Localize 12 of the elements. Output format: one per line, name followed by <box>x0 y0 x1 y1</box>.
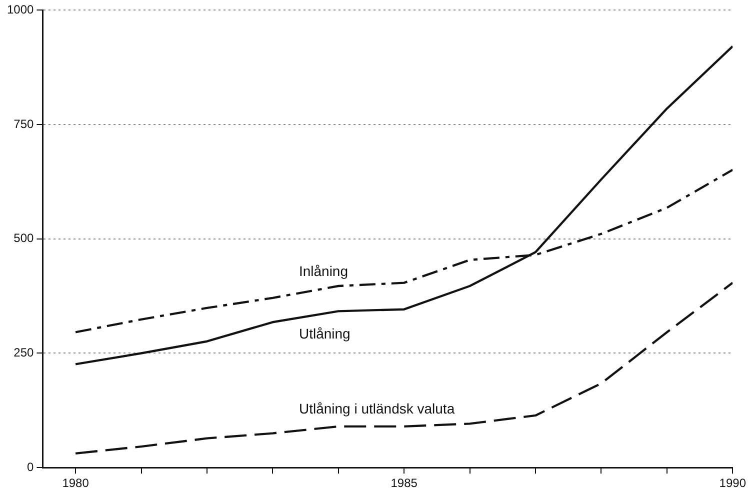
y-tick-label: 1000 <box>6 2 34 17</box>
y-tick-label: 0 <box>27 460 34 474</box>
x-tick-label: 1990 <box>719 476 746 490</box>
line-series <box>74 282 733 455</box>
y-tick-label: 500 <box>14 231 34 246</box>
x-tick-label: 1980 <box>62 476 90 490</box>
x-tick-label: 1985 <box>390 476 418 490</box>
y-tick-label: 250 <box>14 346 34 360</box>
series-label: Inlåning <box>298 263 348 280</box>
y-tick-label: 750 <box>14 116 34 131</box>
series-label: Utlåning <box>298 326 350 342</box>
series-label: Utlåning i utländsk valuta <box>298 400 455 416</box>
